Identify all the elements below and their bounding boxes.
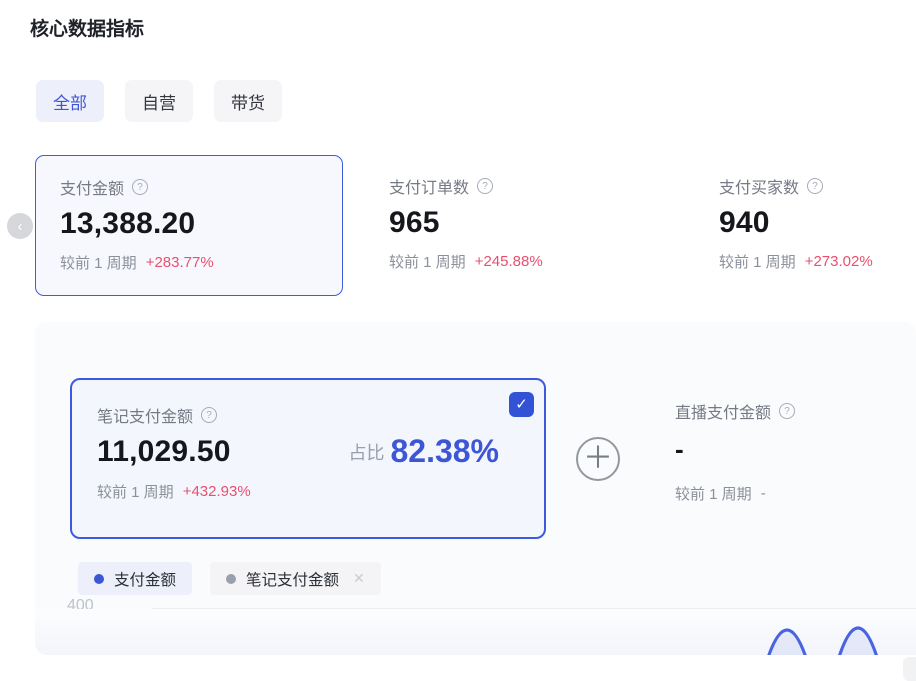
metric-title: 直播支付金额 <box>675 405 772 422</box>
tab-self-operated[interactable]: 自营 <box>125 80 193 122</box>
change-value: +273.02% <box>804 253 873 270</box>
add-metric-button[interactable]: ＋ <box>576 437 620 481</box>
chart-legend: 支付金额 笔记支付金额 ✕ <box>78 562 381 595</box>
legend-dot-icon <box>94 573 104 584</box>
change-value: - <box>760 485 766 502</box>
trend-chart[interactable] <box>35 609 916 655</box>
trend-chart-svg <box>767 626 878 655</box>
close-icon[interactable]: ✕ <box>353 570 365 586</box>
metric-card-payment-amount[interactable]: 支付金额 ? 13,388.20 较前 1 周期 +283.77% <box>35 155 343 296</box>
help-icon[interactable]: ? <box>807 178 824 194</box>
metric-card-order-count[interactable]: 支付订单数 ? 965 较前 1 周期 +245.88% <box>365 155 673 296</box>
check-icon: ✓ <box>515 396 528 413</box>
metric-card-live-payment[interactable]: 直播支付金额 ? - 较前 1 周期 - <box>675 400 916 504</box>
page-title: 核心数据指标 <box>30 19 145 40</box>
legend-item-note-payment[interactable]: 笔记支付金额 ✕ <box>210 562 381 595</box>
carousel-prev-button[interactable]: ‹ <box>7 213 33 239</box>
legend-item-payment[interactable]: 支付金额 <box>78 562 193 595</box>
help-icon[interactable]: ? <box>132 179 149 195</box>
ratio-label: 占比 <box>348 442 385 463</box>
checkbox-checked[interactable]: ✓ <box>509 392 534 417</box>
compare-label: 较前 1 周期 <box>719 254 796 271</box>
metric-value: 940 <box>719 206 770 239</box>
metric-title: 支付订单数 <box>389 180 470 197</box>
metric-value: 13,388.20 <box>60 207 196 240</box>
metric-value: 965 <box>389 206 440 239</box>
plus-icon: ＋ <box>583 442 613 475</box>
compare-label: 较前 1 周期 <box>675 486 752 503</box>
metric-title: 支付买家数 <box>719 180 800 197</box>
compare-label: 较前 1 周期 <box>389 254 466 271</box>
compare-label: 较前 1 周期 <box>97 484 174 501</box>
metric-value: 11,029.50 <box>97 434 231 468</box>
legend-label: 支付金额 <box>114 571 177 589</box>
help-icon[interactable]: ? <box>201 407 218 423</box>
change-value: +432.93% <box>182 483 251 500</box>
metric-title: 支付金额 <box>60 181 125 198</box>
legend-dot-icon <box>226 573 237 584</box>
tab-affiliate[interactable]: 带货 <box>214 80 282 122</box>
floating-widget[interactable] <box>903 657 916 681</box>
gridline <box>152 608 916 609</box>
legend-label: 笔记支付金额 <box>246 571 340 589</box>
ratio-value: 82.38% <box>390 433 499 469</box>
chevron-left-icon: ‹ <box>17 217 23 235</box>
help-icon[interactable]: ? <box>477 178 494 194</box>
change-value: +283.77% <box>145 254 214 271</box>
compare-label: 较前 1 周期 <box>60 255 137 272</box>
metric-title: 笔记支付金额 <box>97 409 194 426</box>
filter-tabs: 全部 自营 带货 <box>36 80 282 122</box>
metric-card-note-payment[interactable]: ✓ 笔记支付金额 ? 11,029.50 占比 82.38% 较前 1 周期 +… <box>70 378 546 539</box>
breakdown-panel: ✓ 笔记支付金额 ? 11,029.50 占比 82.38% 较前 1 周期 +… <box>35 322 916 655</box>
tab-all[interactable]: 全部 <box>36 80 104 122</box>
metric-card-buyer-count[interactable]: 支付买家数 ? 940 较前 1 周期 +273.02% <box>695 155 916 296</box>
metric-value: - <box>675 434 684 464</box>
change-value: +245.88% <box>474 253 543 270</box>
help-icon[interactable]: ? <box>779 403 796 419</box>
